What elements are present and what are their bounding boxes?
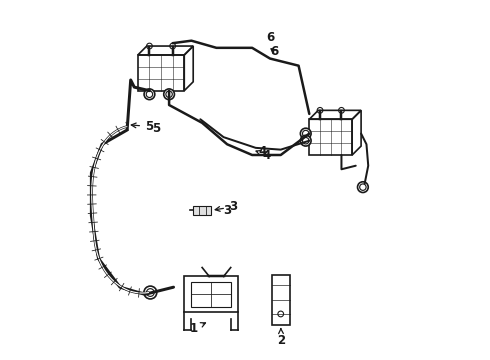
Text: 5: 5 [152, 122, 160, 135]
Text: 2: 2 [277, 328, 285, 347]
Circle shape [144, 89, 155, 100]
Circle shape [300, 135, 311, 146]
Text: 6: 6 [270, 45, 278, 58]
Text: 4: 4 [259, 145, 267, 158]
Circle shape [300, 128, 311, 139]
Circle shape [164, 89, 174, 100]
Text: 1: 1 [190, 322, 205, 335]
Text: 4: 4 [256, 149, 271, 162]
Text: 6: 6 [266, 31, 274, 44]
Text: 3: 3 [223, 204, 232, 217]
Circle shape [358, 182, 368, 193]
Polygon shape [193, 206, 211, 215]
Circle shape [144, 286, 157, 299]
Text: 5: 5 [131, 120, 153, 133]
Text: 3: 3 [215, 201, 237, 213]
